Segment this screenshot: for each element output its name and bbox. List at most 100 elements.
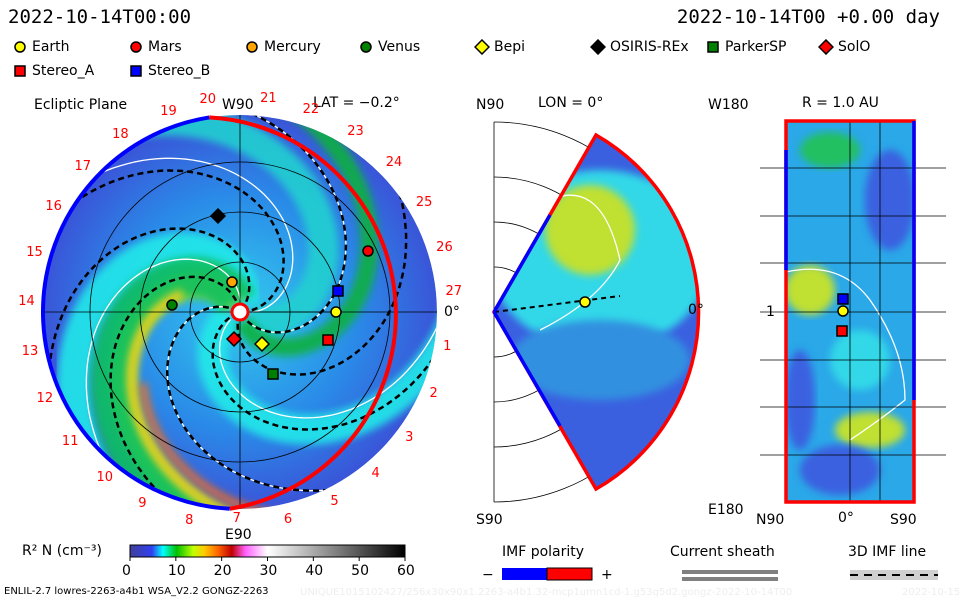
diamond-marker-icon [590, 39, 606, 55]
square-marker-icon [14, 65, 26, 77]
circle-marker-icon [246, 41, 258, 53]
colorbar-tick-label: 50 [351, 563, 369, 579]
current-sheath-line-1 [682, 570, 778, 574]
body-osiris-rex [209, 207, 227, 225]
colorbar-tick-label: 30 [259, 563, 278, 579]
radial-x-0: 0° [838, 510, 854, 526]
body-parkersp [267, 368, 279, 380]
legend-item-bepi: Bepi [474, 39, 525, 55]
imf-minus: − [482, 567, 494, 583]
sector-label: 1 [443, 338, 452, 354]
current-sheath-line [539, 194, 621, 331]
body-earth [579, 296, 591, 308]
sector-label: 8 [185, 512, 194, 528]
legend-label: Stereo_A [32, 63, 95, 79]
current-sheath-line-2 [682, 577, 778, 581]
imf-negative-edge [492, 311, 562, 427]
imf-field-line [236, 163, 408, 376]
sector-label: 7 [232, 510, 241, 526]
legend-label: Earth [32, 39, 70, 55]
imf-polarity-negative-arc [41, 115, 230, 511]
imf-field-line [165, 305, 360, 492]
sector-label: 21 [260, 91, 277, 107]
imf-polarity-positive-arc [209, 115, 398, 511]
legend-item-mars: Mars [128, 39, 182, 55]
density-peak-band [126, 289, 401, 509]
colorbar-tick-label: 60 [397, 563, 415, 579]
circle-marker [14, 41, 26, 53]
density-blob [865, 150, 914, 250]
colorbar-tick-label: 10 [167, 563, 186, 579]
radial-title: R = 1.0 AU [802, 95, 879, 111]
sector-label: 15 [26, 245, 43, 261]
legend-item-stereo_a: Stereo_A [12, 63, 94, 79]
legend-item-earth: Earth [12, 39, 70, 55]
colorbar-tick-label: 40 [305, 563, 324, 579]
circle-marker [360, 41, 372, 53]
circle-marker-icon [130, 41, 142, 53]
sun-inner-boundary [230, 302, 250, 322]
diamond-marker [590, 39, 606, 55]
ecliptic-title: Ecliptic Plane [34, 97, 128, 113]
colorbar [129, 544, 406, 558]
radial-map-panel [760, 119, 946, 504]
meridional-lon: LON = 0° [538, 95, 604, 111]
imf-field-line [211, 316, 437, 431]
sector-label: 3 [405, 429, 414, 445]
body-stereo_a [836, 325, 848, 337]
sector-label: 18 [112, 126, 129, 142]
imf-negative-swatch [502, 568, 547, 580]
current-sheath-line [786, 268, 906, 441]
sector-label: 4 [371, 466, 380, 482]
run-time: 2022-10-14T00 +0.00 day [676, 6, 940, 28]
footer-model: ENLIL-2.7 lowres-2263-a4b1 WSA_V2.2 GONG… [4, 586, 269, 597]
square-marker-icon [707, 41, 719, 53]
density-blob [800, 445, 880, 495]
ecliptic-bottom-label: E90 [225, 527, 252, 543]
colorbar-label: R² N (cm⁻³) [22, 543, 102, 559]
sector-label: 2 [429, 386, 438, 402]
footer-run-id: UNIQUE1015102427/256x30x90x1.2263-a4b1.3… [300, 587, 793, 598]
radial-w180: W180 [708, 97, 749, 113]
current-sheath-line [218, 145, 437, 419]
legend-label: OSIRIS-REx [610, 39, 689, 55]
footer-date: 2022-10-15 [902, 587, 960, 598]
sector-label: 23 [347, 123, 364, 139]
sheath-title: Current sheath [670, 544, 775, 560]
meridional-field [494, 135, 699, 489]
legend-label: Mercury [264, 39, 321, 55]
meridional-right-label: 0° [688, 302, 704, 318]
datetime: 2022-10-14T00:00 [8, 6, 192, 28]
ecliptic-top-label: W90 [222, 97, 254, 113]
body-earth [837, 305, 849, 317]
body-mars [362, 245, 374, 257]
radial-x-n90: N90 [756, 512, 785, 528]
legend-label: Bepi [494, 39, 525, 55]
imf-field-line [49, 169, 285, 312]
sector-label: 6 [283, 511, 293, 527]
density-peak [545, 185, 635, 275]
density-blob [800, 132, 860, 168]
imf-field-line [222, 115, 348, 334]
square-marker [14, 65, 26, 77]
sector-label: 24 [385, 155, 403, 171]
density-blob [835, 412, 905, 448]
legend-item-parkersp: ParkerSP [705, 39, 786, 55]
sector-label: 22 [302, 101, 320, 117]
circle-marker-icon [14, 41, 26, 53]
body-venus [166, 299, 178, 311]
sector-label: 27 [445, 283, 462, 299]
sector-label: 25 [415, 194, 433, 210]
square-marker-icon [130, 65, 142, 77]
imf-title: IMF polarity [502, 544, 585, 560]
body-mercury [226, 276, 238, 288]
circle-marker [246, 41, 258, 53]
ecliptic-plane-panel [41, 115, 437, 511]
circle-marker-icon [360, 41, 372, 53]
sector-label: 11 [61, 433, 79, 449]
legend-item-stereo_b: Stereo_B [128, 63, 210, 79]
imf-line-title: 3D IMF line [848, 544, 927, 560]
density-blob [786, 265, 835, 315]
